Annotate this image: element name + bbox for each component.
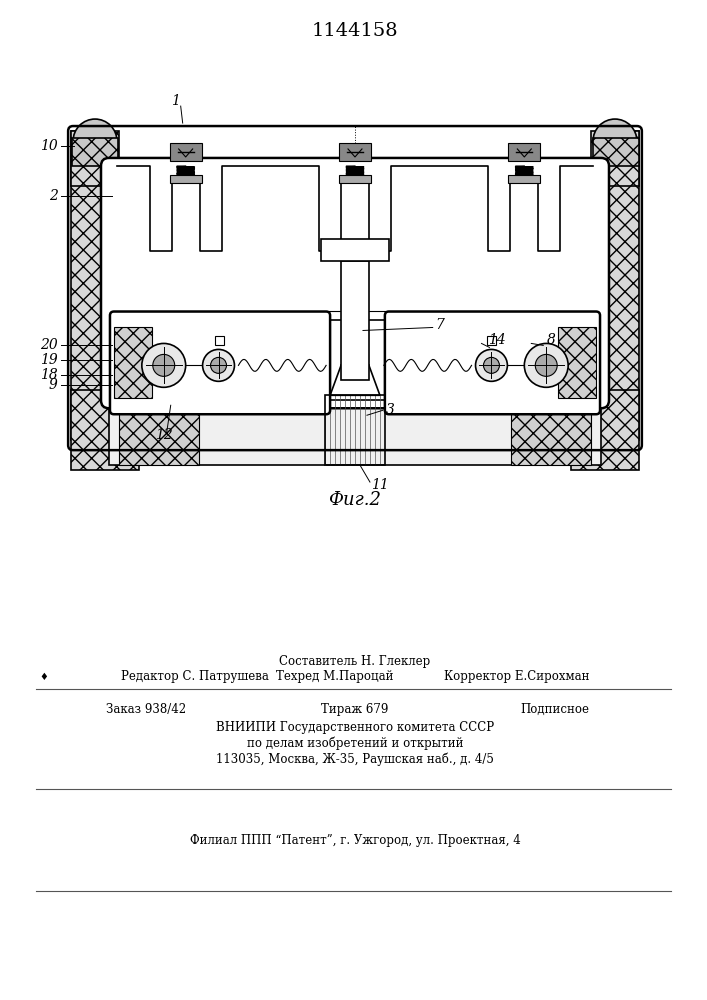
Text: Техред М.Пароцай: Техред М.Пароцай bbox=[276, 670, 394, 683]
Circle shape bbox=[203, 349, 235, 381]
Text: по делам изобретений и открытий: по делам изобретений и открытий bbox=[247, 737, 463, 750]
Circle shape bbox=[593, 119, 637, 163]
Text: 11: 11 bbox=[371, 478, 389, 492]
Bar bbox=[71, 131, 119, 186]
Circle shape bbox=[142, 343, 186, 387]
Bar bbox=[109, 393, 601, 465]
FancyBboxPatch shape bbox=[101, 158, 609, 408]
Bar bbox=[511, 397, 591, 465]
Circle shape bbox=[525, 343, 568, 387]
Bar bbox=[571, 390, 639, 470]
Circle shape bbox=[484, 357, 499, 373]
Text: ♦: ♦ bbox=[40, 672, 48, 682]
Text: 1: 1 bbox=[171, 94, 180, 108]
Bar bbox=[71, 390, 139, 470]
FancyBboxPatch shape bbox=[385, 312, 600, 414]
Text: Тираж 679: Тираж 679 bbox=[321, 703, 389, 716]
Bar bbox=[593, 138, 639, 166]
Bar bbox=[72, 138, 118, 166]
Bar bbox=[591, 131, 639, 186]
Text: Заказ 938/42: Заказ 938/42 bbox=[106, 703, 186, 716]
Text: Редактор С. Патрушева: Редактор С. Патрушева bbox=[121, 670, 269, 683]
Bar bbox=[325, 395, 385, 465]
Bar bbox=[114, 327, 152, 398]
Text: 8: 8 bbox=[547, 333, 556, 347]
Text: Корректор Е.Сирохман: Корректор Е.Сирохман bbox=[443, 670, 589, 683]
Circle shape bbox=[73, 119, 117, 163]
Text: Подписное: Подписное bbox=[520, 703, 589, 716]
Bar bbox=[114, 320, 596, 400]
Text: 20: 20 bbox=[40, 338, 58, 352]
Bar bbox=[339, 143, 371, 161]
Circle shape bbox=[535, 354, 557, 376]
Circle shape bbox=[153, 354, 175, 376]
Text: 12: 12 bbox=[155, 428, 173, 442]
Text: 1144158: 1144158 bbox=[312, 22, 398, 40]
Polygon shape bbox=[330, 365, 380, 395]
Bar bbox=[321, 239, 389, 261]
Bar bbox=[119, 397, 199, 465]
Text: 113035, Москва, Ж-35, Раушская наб., д. 4/5: 113035, Москва, Ж-35, Раушская наб., д. … bbox=[216, 753, 494, 766]
Text: 14: 14 bbox=[488, 333, 506, 347]
Text: 9: 9 bbox=[49, 378, 58, 392]
Bar bbox=[508, 175, 540, 183]
Bar bbox=[487, 336, 496, 345]
Text: Филиал ППП “Патент”, г. Ужгород, ул. Проектная, 4: Филиал ППП “Патент”, г. Ужгород, ул. Про… bbox=[189, 834, 520, 847]
Text: 2: 2 bbox=[49, 189, 58, 203]
Bar bbox=[341, 365, 369, 395]
Text: 19: 19 bbox=[40, 353, 58, 367]
Bar bbox=[71, 131, 109, 440]
Text: 3: 3 bbox=[385, 403, 395, 417]
Text: Составитель Н. Глеклер: Составитель Н. Глеклер bbox=[279, 655, 431, 668]
Bar bbox=[170, 143, 201, 161]
Circle shape bbox=[211, 357, 226, 373]
FancyBboxPatch shape bbox=[110, 312, 330, 414]
Bar bbox=[339, 175, 371, 183]
Polygon shape bbox=[117, 166, 593, 251]
Text: ВНИИПИ Государственного комитета СССР: ВНИИПИ Государственного комитета СССР bbox=[216, 721, 494, 734]
Bar bbox=[170, 175, 201, 183]
Text: 7: 7 bbox=[436, 318, 444, 332]
Bar bbox=[341, 261, 369, 380]
Text: 10: 10 bbox=[40, 139, 58, 153]
Bar bbox=[559, 327, 596, 398]
Text: 18: 18 bbox=[40, 368, 58, 382]
Bar bbox=[601, 131, 639, 440]
Circle shape bbox=[476, 349, 508, 381]
Bar bbox=[508, 143, 540, 161]
Text: Фиг.2: Фиг.2 bbox=[329, 491, 382, 509]
Bar bbox=[214, 336, 223, 345]
